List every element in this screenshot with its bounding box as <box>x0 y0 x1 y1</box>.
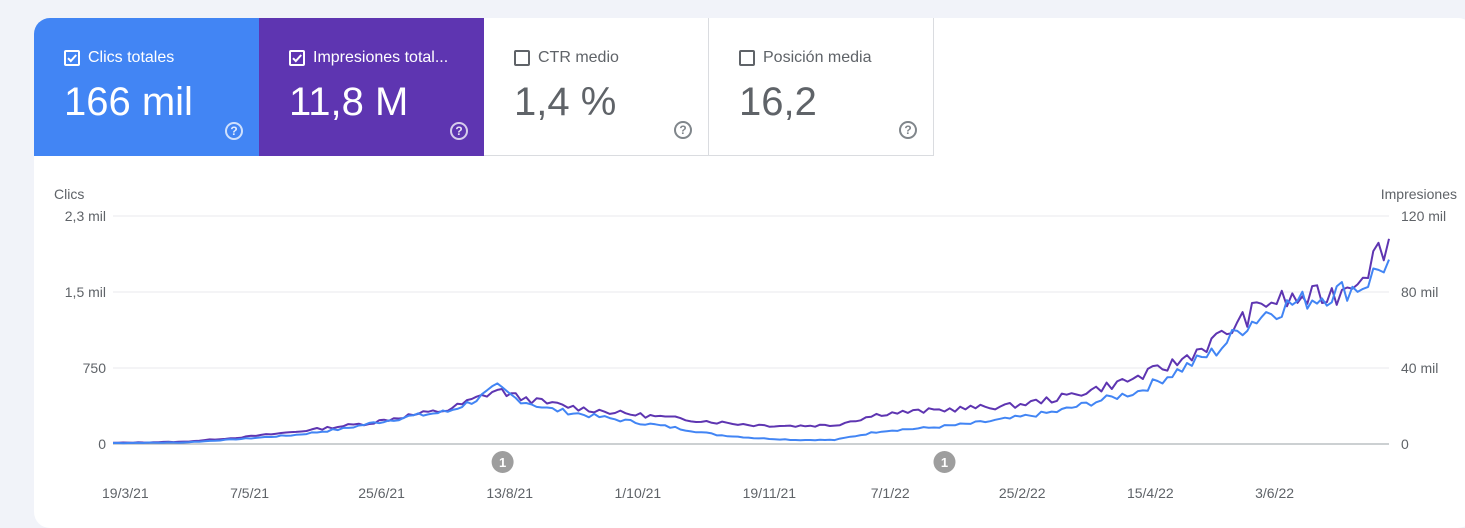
position-value: 16,2 <box>739 80 817 124</box>
check-icon <box>67 54 77 63</box>
y-right-tick-label: 80 mil <box>1401 284 1438 300</box>
help-icon[interactable]: ? <box>225 122 243 140</box>
y-left-tick-label: 1,5 mil <box>65 284 106 300</box>
x-tick-label: 25/2/22 <box>999 485 1046 501</box>
y-right-tick-label: 120 mil <box>1401 208 1446 224</box>
help-icon[interactable]: ? <box>899 121 917 139</box>
x-tick-label: 3/6/22 <box>1255 485 1294 501</box>
impressions-card-header: Impresiones total... <box>289 49 448 67</box>
y-left-tick-label: 2,3 mil <box>65 208 106 224</box>
y-right-tick-label: 0 <box>1401 436 1409 452</box>
ctr-value: 1,4 % <box>514 80 617 124</box>
help-icon[interactable]: ? <box>674 121 692 139</box>
y-left-tick-label: 0 <box>98 436 106 452</box>
help-icon[interactable]: ? <box>450 122 468 140</box>
annotation-label: 1 <box>499 455 506 470</box>
position-card[interactable]: Posición media 16,2 ? <box>709 18 934 156</box>
x-tick-label: 19/3/21 <box>102 485 149 501</box>
ctr-card-header: CTR medio <box>514 49 619 67</box>
y-left-tick-label: 750 <box>83 360 107 376</box>
x-tick-label: 25/6/21 <box>358 485 405 501</box>
series-lines <box>112 238 1390 445</box>
ctr-card[interactable]: CTR medio 1,4 % ? <box>484 18 709 156</box>
position-checkbox[interactable] <box>739 50 755 66</box>
axis-ticks: 0 750 1,5 mil 2,3 mil 0 40 mil 80 mil 120 mil 19… <box>65 208 1446 501</box>
clicks-label: Clics totales <box>88 49 175 66</box>
x-tick-label: 19/11/21 <box>743 485 797 501</box>
x-tick-label: 15/4/22 <box>1127 485 1174 501</box>
ctr-checkbox[interactable] <box>514 50 530 66</box>
x-tick-label: 13/8/21 <box>486 485 533 501</box>
annotation-marker <box>491 451 514 473</box>
grid-lines <box>113 215 1389 445</box>
y-right-title: Impresiones <box>1381 186 1457 202</box>
x-tick-label: 7/1/22 <box>871 485 910 501</box>
impressions-card[interactable]: Impresiones total... 11,8 M ? <box>259 18 484 156</box>
x-tick-label: 7/5/21 <box>230 485 269 501</box>
impressions-label: Impresiones total... <box>313 49 449 66</box>
clicks-series-line <box>112 259 1390 445</box>
performance-panel: Clics totales 166 mil ? Impresiones tota… <box>34 18 1465 528</box>
metric-cards: Clics totales 166 mil ? Impresiones tota… <box>34 18 934 156</box>
clicks-card-header: Clics totales <box>64 49 174 67</box>
clicks-checkbox[interactable] <box>64 50 80 66</box>
check-icon <box>292 54 302 63</box>
annotation-marker <box>933 451 956 473</box>
y-left-title: Clics <box>54 186 84 202</box>
clicks-card[interactable]: Clics totales 166 mil ? <box>34 18 259 156</box>
impressions-value: 11,8 M <box>289 80 409 124</box>
x-tick-label: 1/10/21 <box>614 485 661 501</box>
position-card-header: Posición media <box>739 49 872 67</box>
ctr-label: CTR medio <box>538 49 619 66</box>
impressions-checkbox[interactable] <box>289 50 305 66</box>
position-label: Posición media <box>763 49 872 66</box>
annotation-label: 1 <box>941 455 948 470</box>
clicks-value: 166 mil <box>64 80 193 124</box>
y-right-tick-label: 40 mil <box>1401 360 1438 376</box>
impressions-series-line <box>113 238 1390 444</box>
